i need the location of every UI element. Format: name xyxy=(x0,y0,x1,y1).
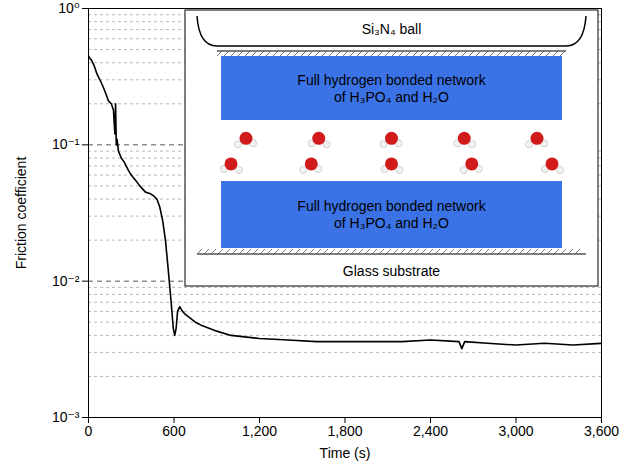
svg-text:2,400: 2,400 xyxy=(413,423,448,439)
svg-text:600: 600 xyxy=(162,423,186,439)
svg-text:Friction coefficient: Friction coefficient xyxy=(13,157,29,270)
svg-text:10⁰: 10⁰ xyxy=(58,0,80,16)
svg-text:Full hydrogen bonded networkof: Full hydrogen bonded networkof H₃PO₄ and… xyxy=(297,72,486,105)
svg-text:Glass substrate: Glass substrate xyxy=(343,263,440,279)
svg-text:3,600: 3,600 xyxy=(584,423,619,439)
svg-text:Si₃N₄ ball: Si₃N₄ ball xyxy=(362,21,422,37)
svg-text:3,000: 3,000 xyxy=(498,423,533,439)
svg-text:1,200: 1,200 xyxy=(242,423,277,439)
svg-text:0: 0 xyxy=(85,423,93,439)
svg-text:1,800: 1,800 xyxy=(327,423,362,439)
svg-text:10⁻¹: 10⁻¹ xyxy=(52,136,80,152)
svg-text:10⁻³: 10⁻³ xyxy=(52,409,80,425)
svg-text:Time (s): Time (s) xyxy=(320,445,371,461)
svg-text:10⁻²: 10⁻² xyxy=(52,273,80,289)
svg-text:Full hydrogen bonded networkof: Full hydrogen bonded networkof H₃PO₄ and… xyxy=(297,198,486,231)
